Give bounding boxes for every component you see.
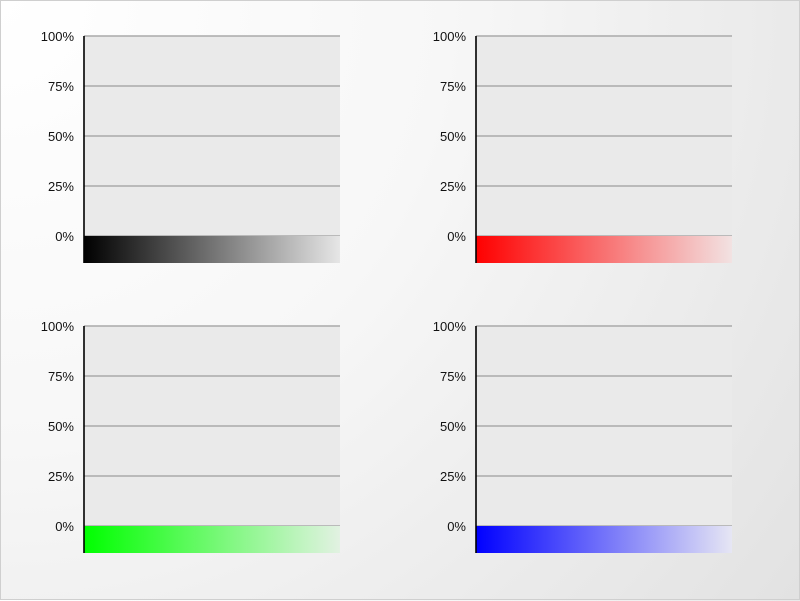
y-tick-label: 75% <box>48 79 74 94</box>
series-band <box>84 526 340 553</box>
y-tick-label: 25% <box>48 179 74 194</box>
chart-panel-2: 100% 75% 50% 25% 0% <box>433 29 732 263</box>
y-tick-label: 0% <box>55 519 74 534</box>
y-tick-label: 75% <box>440 369 466 384</box>
y-tick-label: 75% <box>440 79 466 94</box>
y-tick-label: 100% <box>41 29 75 44</box>
y-tick-label: 50% <box>48 419 74 434</box>
y-tick-label: 25% <box>440 469 466 484</box>
y-tick-label: 100% <box>41 319 75 334</box>
y-tick-label: 0% <box>447 229 466 244</box>
y-tick-label: 0% <box>447 519 466 534</box>
y-tick-label: 0% <box>55 229 74 244</box>
y-tick-label: 50% <box>440 129 466 144</box>
y-tick-label: 100% <box>433 29 467 44</box>
chart-panel-1: 100% 75% 50% 25% 0% <box>41 29 340 263</box>
y-tick-label: 50% <box>48 129 74 144</box>
chart-panel-4: 100% 75% 50% 25% 0% <box>433 319 732 553</box>
chart-panel-3: 100% 75% 50% 25% 0% <box>41 319 340 553</box>
series-band <box>84 236 340 263</box>
series-band <box>476 236 732 263</box>
y-tick-label: 25% <box>440 179 466 194</box>
series-band <box>476 526 732 553</box>
y-tick-label: 50% <box>440 419 466 434</box>
y-tick-label: 100% <box>433 319 467 334</box>
y-tick-label: 25% <box>48 469 74 484</box>
y-tick-label: 75% <box>48 369 74 384</box>
